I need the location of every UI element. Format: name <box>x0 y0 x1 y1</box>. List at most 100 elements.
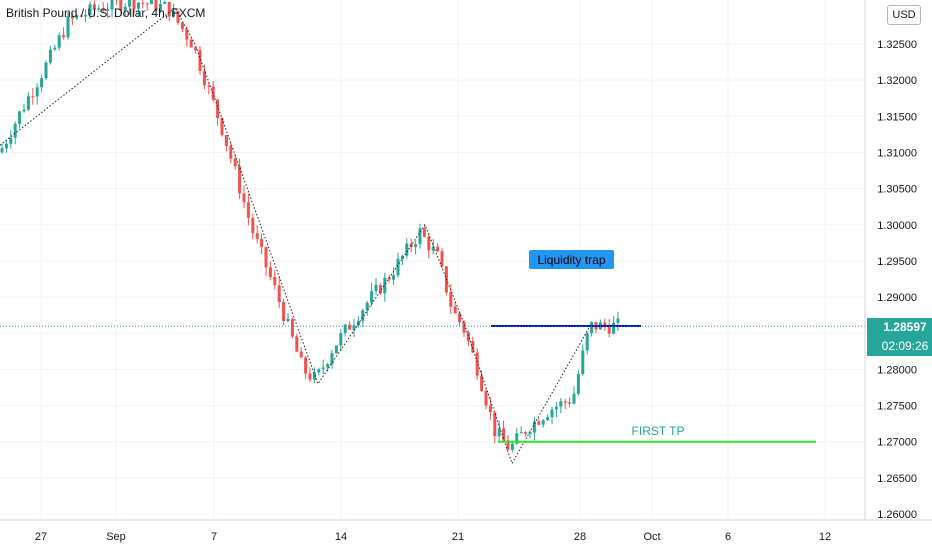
candle-body <box>9 138 12 144</box>
candle-body <box>397 259 400 275</box>
candle-body <box>520 432 523 433</box>
candle-body <box>370 291 373 303</box>
candle-body <box>295 337 298 352</box>
candle-body <box>234 159 237 166</box>
candle-body <box>27 96 30 109</box>
candle-body <box>49 50 52 63</box>
candle-body <box>304 357 307 373</box>
candle-body <box>542 420 545 425</box>
candle-body <box>458 313 461 322</box>
candle-body <box>1 148 4 152</box>
x-tick-label: Oct <box>643 531 660 543</box>
x-tick-label: 14 <box>335 531 347 543</box>
candle-body <box>36 87 39 96</box>
candle-body <box>392 275 395 279</box>
candle-body <box>225 135 228 146</box>
candlesticks <box>1 0 620 452</box>
candle-body <box>441 251 444 266</box>
y-tick-label: 1.32500 <box>877 39 917 51</box>
candle-body <box>427 237 430 251</box>
candle-body <box>322 367 325 369</box>
candle-body <box>581 351 584 375</box>
candle-body <box>331 353 334 364</box>
candle-body <box>5 144 8 149</box>
candle-body <box>612 323 615 334</box>
candle-body <box>335 346 338 354</box>
candle-body <box>181 23 184 30</box>
candle-body <box>559 401 562 406</box>
currency-button[interactable]: USD <box>887 5 921 25</box>
candle-body <box>265 247 268 267</box>
candle-body <box>590 322 593 333</box>
candle-body <box>467 333 470 342</box>
candle-body <box>251 218 254 234</box>
candle-body <box>247 202 250 218</box>
x-tick-label: 27 <box>35 531 47 543</box>
y-tick-label: 1.29000 <box>877 292 917 304</box>
candle-body <box>62 35 65 37</box>
candle-body <box>471 341 474 352</box>
candle-body <box>454 307 457 313</box>
candle-body <box>221 118 224 135</box>
candle-body <box>577 374 580 394</box>
candle-body <box>300 352 303 358</box>
candle-body <box>256 233 259 239</box>
candle-body <box>287 319 290 321</box>
y-tick-label: 1.28000 <box>877 364 917 376</box>
candle-body <box>485 391 488 406</box>
last-price-tag: 1.28597 02:09:26 <box>867 318 932 356</box>
candle-body <box>40 78 43 87</box>
liquidity-trap-label: Liquidity trap <box>537 253 605 267</box>
bar-countdown: 02:09:26 <box>882 339 929 353</box>
candle-body <box>23 110 26 112</box>
candle-body <box>524 432 527 434</box>
liquidity-trap-callout[interactable]: Liquidity trap <box>529 250 614 269</box>
candle-body <box>463 322 466 333</box>
candle-body <box>273 277 276 285</box>
y-tick-label: 1.31500 <box>877 111 917 123</box>
candle-body <box>568 402 571 403</box>
candle-body <box>18 111 21 124</box>
candle-body <box>243 194 246 203</box>
candle-body <box>608 326 611 334</box>
candle-body <box>53 48 56 50</box>
candle-body <box>436 247 439 251</box>
y-tick-label: 1.31000 <box>877 147 917 159</box>
candle-body <box>617 319 620 323</box>
candle-body <box>326 364 329 367</box>
y-tick-label: 1.26500 <box>877 473 917 485</box>
candle-body <box>146 3 149 4</box>
first-tp-label: FIRST TP <box>632 424 685 438</box>
candle-body <box>564 401 567 402</box>
candle-body <box>260 239 263 247</box>
y-tick-label: 1.30000 <box>877 220 917 232</box>
candle-body <box>498 428 501 436</box>
candle-body <box>449 293 452 307</box>
candle-body <box>555 407 558 410</box>
candle-body <box>489 406 492 413</box>
x-tick-label: 21 <box>452 531 464 543</box>
candle-body <box>229 146 232 159</box>
y-tick-label: 1.27500 <box>877 401 917 413</box>
candle-body <box>493 412 496 436</box>
y-tick-label: 1.27000 <box>877 437 917 449</box>
candle-body <box>414 244 417 247</box>
candle-body <box>282 302 285 321</box>
candle-body <box>375 285 378 291</box>
candle-body <box>511 444 514 450</box>
y-tick-label: 1.29500 <box>877 256 917 268</box>
candle-body <box>339 333 342 345</box>
y-tick-label: 1.30500 <box>877 184 917 196</box>
x-tick-label: 28 <box>574 531 586 543</box>
zigzag-path <box>0 8 590 464</box>
candle-body <box>163 2 166 4</box>
candle-body <box>586 333 589 350</box>
y-tick-label: 1.32000 <box>877 75 917 87</box>
x-tick-label: 12 <box>819 531 831 543</box>
candle-body <box>423 228 426 236</box>
candle-body <box>291 319 294 337</box>
symbol-title: British Pound / U.S. Dollar, 4h, FXCM <box>6 6 205 20</box>
candle-body <box>269 267 272 277</box>
